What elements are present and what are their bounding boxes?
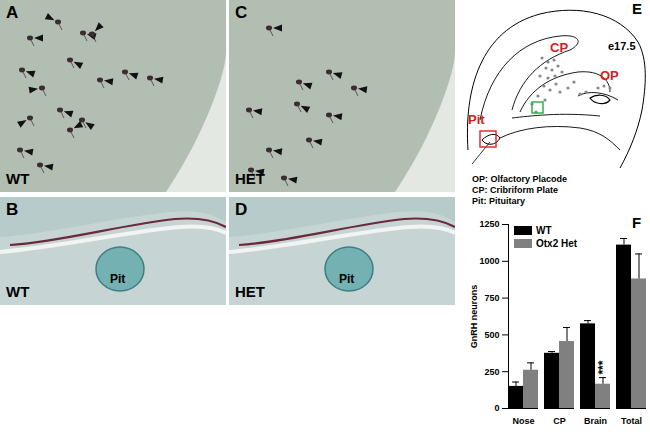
svg-text:WT: WT [6, 283, 29, 300]
svg-text:CP: CP [550, 40, 568, 55]
svg-text:E: E [632, 0, 642, 17]
svg-text:OP: OP [600, 68, 619, 83]
svg-text:Pit: Pit [110, 272, 125, 286]
svg-text:CP: Cribriform Plate: CP: Cribriform Plate [472, 185, 558, 195]
svg-text:e17.5: e17.5 [608, 40, 636, 52]
svg-text:Pit: Pit [468, 112, 485, 127]
svg-text:Pit: Pit [339, 272, 354, 286]
svg-text:B: B [6, 200, 18, 219]
html-text:Otx2 Het: Otx2 Het [536, 238, 578, 249]
svg-text:CP: CP [553, 416, 566, 426]
svg-text:HET: HET [235, 283, 265, 300]
svg-text:WT: WT [6, 170, 29, 187]
svg-text:1250: 1250 [479, 219, 499, 229]
svg-text:GnRH neurons: GnRH neurons [469, 285, 479, 349]
svg-text:0: 0 [494, 403, 499, 413]
svg-text:Pit: Pituitary: Pit: Pituitary [472, 196, 525, 206]
svg-text:***: *** [596, 360, 610, 374]
svg-text:Nose: Nose [512, 416, 534, 426]
svg-text:250: 250 [484, 367, 499, 377]
svg-text:1000: 1000 [479, 256, 499, 266]
svg-text:HET: HET [235, 170, 265, 187]
svg-text:750: 750 [484, 293, 499, 303]
svg-text:500: 500 [484, 330, 499, 340]
svg-text:D: D [235, 200, 247, 219]
svg-text:OP: Olfactory Placode: OP: Olfactory Placode [472, 174, 567, 184]
svg-text:Total: Total [621, 416, 642, 426]
svg-text:Brain: Brain [584, 416, 607, 426]
html-text:WT: WT [536, 225, 552, 236]
html-text:F: F [632, 214, 642, 231]
svg-text:A: A [6, 3, 18, 22]
svg-text:C: C [235, 3, 247, 22]
